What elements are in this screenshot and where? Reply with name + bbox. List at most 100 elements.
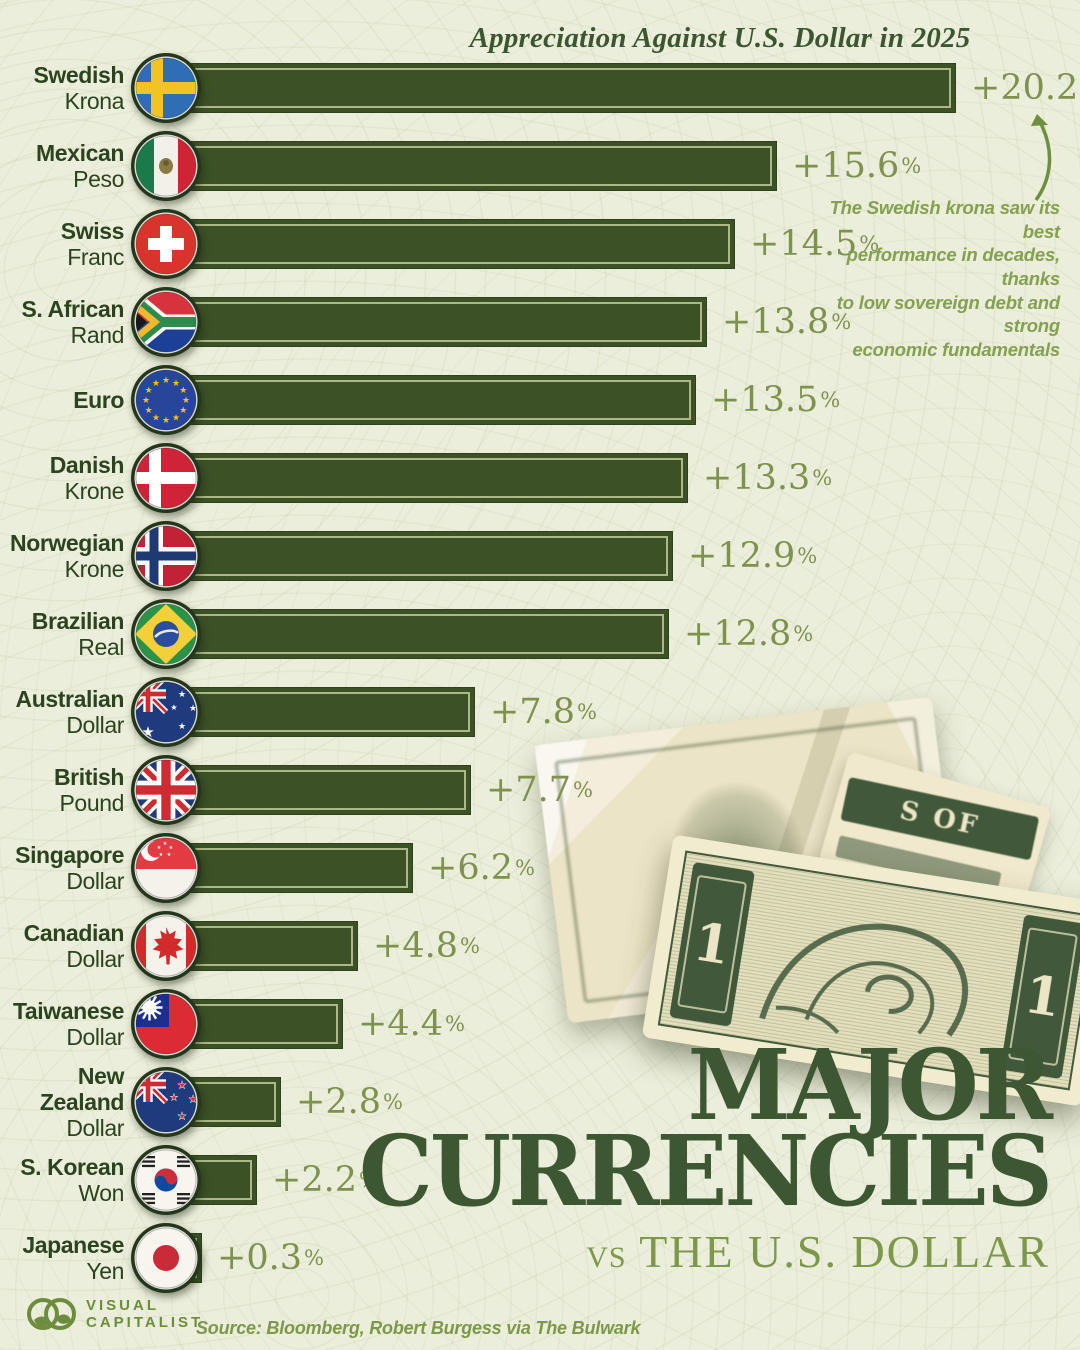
taiwan-flag-icon bbox=[130, 988, 202, 1060]
value-bar bbox=[172, 453, 688, 503]
percent-sign: % bbox=[359, 1168, 379, 1192]
dollar-bills-image: S OF 1 1 bbox=[534, 690, 1080, 1110]
currency-label-line2: Dollar bbox=[66, 868, 124, 894]
percent-sign: % bbox=[515, 856, 535, 880]
currency-label-line2: Dollar bbox=[66, 1024, 124, 1050]
south-africa-flag-icon bbox=[130, 286, 202, 358]
svg-text:★: ★ bbox=[159, 852, 164, 858]
annotation-text: The Swedish krona saw its best performan… bbox=[820, 196, 1061, 362]
percent-sign: % bbox=[304, 1246, 324, 1270]
svg-text:★: ★ bbox=[172, 379, 180, 389]
chart-row-singapore: Singapore Dollar ★ ★ ★ ★ ★ +6.2% bbox=[0, 829, 1080, 907]
visual-capitalist-logo: VISUAL CAPITALIST bbox=[26, 1294, 203, 1334]
percent-sign: % bbox=[831, 310, 852, 334]
dollar-bill-back-face: 1 1 bbox=[641, 834, 1080, 1107]
svg-text:★: ★ bbox=[178, 1112, 186, 1122]
chart-row-new-zealand: New Zealand Dollar ★ ★ ★ ★ +2.8% bbox=[0, 1063, 1080, 1141]
value-label: +14.5% bbox=[750, 224, 880, 264]
poster-subtitle: VS THE U.S. DOLLAR bbox=[359, 1225, 1050, 1278]
svg-text:★: ★ bbox=[170, 703, 177, 712]
currency-label-line2: Franc bbox=[67, 244, 124, 270]
svg-text:★: ★ bbox=[170, 1093, 177, 1102]
currency-label: Danish Krone bbox=[0, 439, 125, 517]
value-bar bbox=[172, 765, 471, 815]
australia-flag-icon: ★ ★ ★ ★ ★ bbox=[130, 676, 202, 748]
currency-label-line1: Swedish bbox=[33, 62, 124, 88]
value-label: +20.2% bbox=[971, 68, 1079, 108]
currency-label: S. Korean Won bbox=[0, 1141, 124, 1219]
value-bar bbox=[172, 375, 696, 425]
poster-subtitle-main: THE U.S. DOLLAR bbox=[639, 1226, 1050, 1278]
percent-sign: % bbox=[859, 232, 880, 256]
value-label: +4.8% bbox=[373, 926, 480, 966]
svg-text:★: ★ bbox=[182, 396, 190, 406]
switzerland-flag-icon bbox=[130, 208, 202, 280]
visual-capitalist-wordmark: VISUAL CAPITALIST bbox=[86, 1297, 203, 1331]
currency-label-line1: British bbox=[53, 764, 124, 790]
currency-label: Japanese Yen bbox=[0, 1219, 124, 1297]
currency-label-line1: Australian bbox=[15, 686, 125, 712]
value-label: +7.7% bbox=[486, 770, 593, 810]
chart-row-mexico: Mexican Peso +15.6% bbox=[0, 127, 1080, 205]
svg-text:★: ★ bbox=[162, 416, 170, 426]
source-attribution: Source: Bloomberg, Robert Burgess via Th… bbox=[196, 1318, 641, 1338]
value-label: +13.8% bbox=[722, 302, 852, 342]
singapore-flag-icon: ★ ★ ★ ★ ★ bbox=[130, 832, 202, 904]
canada-flag-icon bbox=[130, 910, 202, 982]
currency-label: S. African Rand bbox=[0, 283, 124, 361]
value-bar bbox=[172, 843, 413, 893]
currency-label: Swedish Krona bbox=[0, 49, 124, 127]
currency-label-line2: Dollar bbox=[66, 946, 124, 972]
uk-flag-icon bbox=[130, 754, 202, 826]
japan-flag-icon bbox=[130, 1222, 202, 1294]
svg-text:★: ★ bbox=[162, 376, 170, 386]
currency-label: Euro bbox=[0, 361, 124, 439]
svg-text:★: ★ bbox=[189, 1095, 197, 1105]
svg-text:★: ★ bbox=[169, 845, 174, 851]
currency-label-line1: Japanese bbox=[22, 1232, 124, 1258]
bill-engraved-panel: 1 1 bbox=[657, 850, 1080, 1091]
brand-line1: VISUAL bbox=[86, 1297, 160, 1314]
svg-text:★: ★ bbox=[145, 386, 153, 396]
currency-label: Mexican Peso bbox=[0, 127, 124, 205]
chart-row-uk: British Pound +7.7% bbox=[0, 751, 1080, 829]
value-bar bbox=[172, 687, 475, 737]
poster-subtitle-vs: VS bbox=[586, 1241, 627, 1275]
value-bar bbox=[172, 141, 777, 191]
currency-label: Brazilian Real bbox=[0, 595, 125, 673]
svg-text:★: ★ bbox=[167, 852, 172, 858]
currency-label-line1: Brazilian bbox=[31, 608, 125, 634]
currency-label-line1: Euro bbox=[73, 387, 124, 413]
percent-sign: % bbox=[793, 622, 814, 646]
percent-sign: % bbox=[573, 778, 593, 802]
currency-label-line1: Danish bbox=[49, 452, 125, 478]
value-label: +6.2% bbox=[428, 848, 535, 888]
currency-label-line1: Norwegian bbox=[10, 530, 124, 556]
chart-title: Appreciation Against U.S. Dollar in 2025 bbox=[469, 22, 971, 54]
brazil-flag-icon bbox=[130, 598, 202, 670]
currency-label-line1: Singapore bbox=[15, 842, 124, 868]
new-zealand-flag-icon: ★ ★ ★ ★ bbox=[130, 1066, 202, 1138]
currency-label-line2: Krona bbox=[64, 88, 125, 114]
value-bar bbox=[172, 531, 673, 581]
value-label: +4.4% bbox=[358, 1004, 465, 1044]
annotation-line: performance in decades, thanks bbox=[846, 244, 1061, 290]
chart-row-canada: Canadian Dollar +4.8% bbox=[0, 907, 1080, 985]
svg-text:★: ★ bbox=[189, 704, 197, 714]
currency-label-line1: Swiss bbox=[60, 218, 125, 244]
svg-text:★: ★ bbox=[178, 722, 186, 732]
chart-row-brazil: Brazilian Real +12.8% bbox=[0, 595, 1080, 673]
svg-text:★: ★ bbox=[142, 396, 150, 406]
percent-sign: % bbox=[797, 544, 818, 568]
svg-text:★: ★ bbox=[179, 386, 187, 396]
poster-title-line2: CURRENCIES bbox=[358, 1112, 1053, 1228]
chart-row-taiwan: Taiwanese Dollar +4.4% bbox=[0, 985, 1080, 1063]
currency-label-line2: Dollar bbox=[66, 1115, 124, 1141]
percent-sign: % bbox=[577, 700, 597, 724]
percent-sign: % bbox=[812, 466, 833, 490]
currency-label-line2: Krone bbox=[64, 556, 125, 582]
currency-label-line1: S. African bbox=[21, 296, 124, 322]
